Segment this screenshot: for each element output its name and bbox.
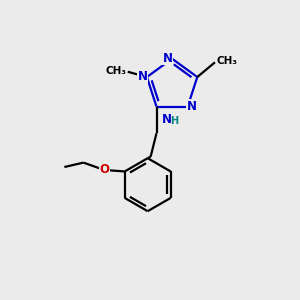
Text: H: H bbox=[170, 116, 178, 126]
Text: CH₃: CH₃ bbox=[106, 66, 127, 76]
Text: N: N bbox=[187, 100, 197, 112]
Text: O: O bbox=[99, 164, 109, 176]
Text: N: N bbox=[162, 113, 172, 126]
Text: N: N bbox=[163, 52, 173, 64]
Text: N: N bbox=[137, 70, 148, 83]
Text: CH₃: CH₃ bbox=[216, 56, 237, 66]
